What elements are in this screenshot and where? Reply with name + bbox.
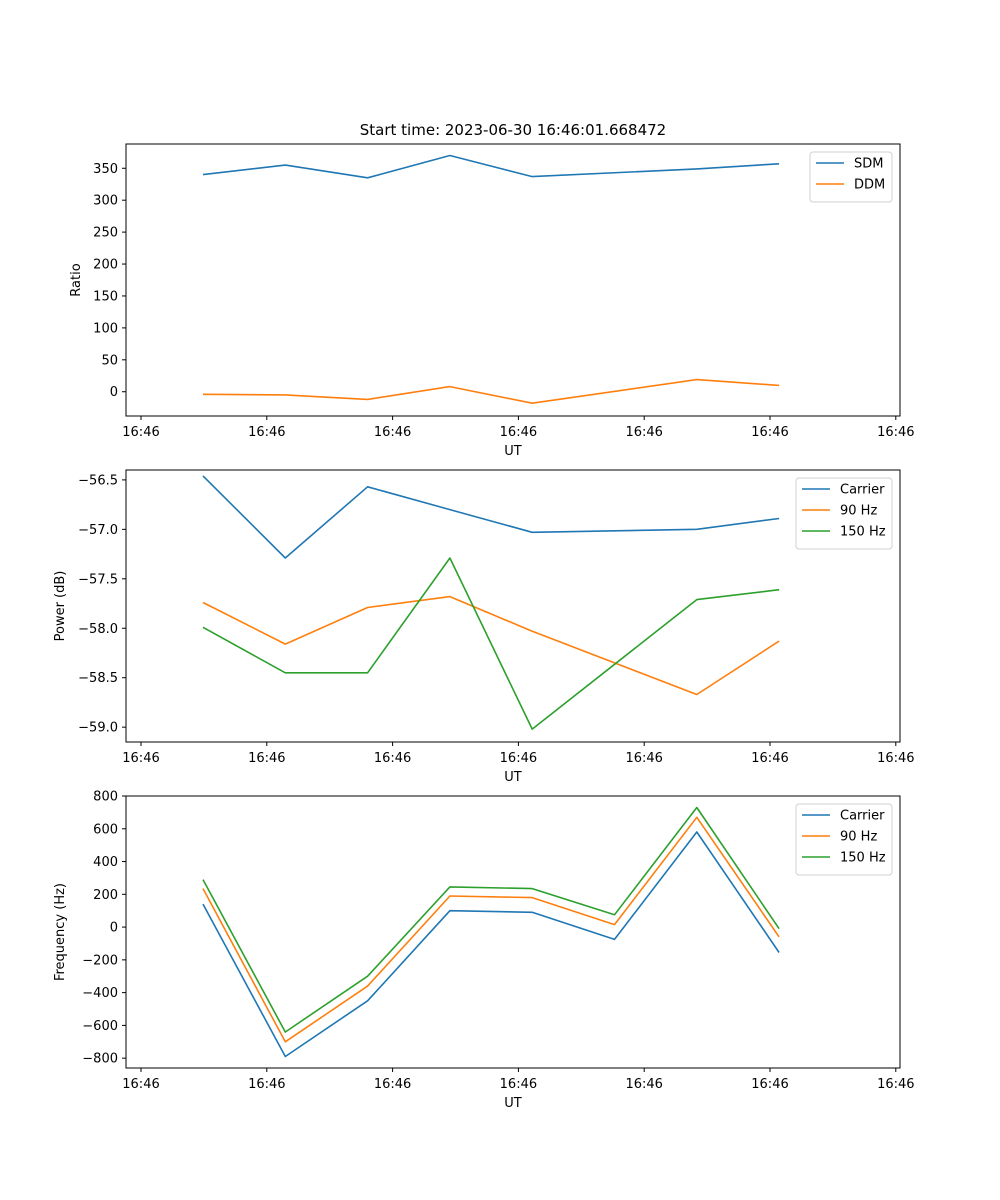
x-tick-label: 16:46	[625, 751, 662, 766]
y-tick-label: 0	[110, 385, 118, 400]
legend-label: SDM	[854, 157, 883, 172]
x-axis-label: UT	[504, 444, 522, 459]
x-tick-label: 16:46	[374, 751, 411, 766]
x-tick-label: 16:46	[248, 1077, 285, 1092]
x-tick-label: 16:46	[625, 425, 662, 440]
x-axis-label: UT	[504, 770, 522, 785]
y-tick-label: −56.5	[78, 473, 118, 488]
y-tick-label: −57.5	[78, 572, 118, 587]
series-line-90-hz	[202, 816, 780, 1043]
legend-label: DDM	[854, 178, 885, 193]
x-tick-label: 16:46	[248, 425, 285, 440]
series-line-ddm	[202, 378, 780, 405]
x-tick-label: 16:46	[625, 1077, 662, 1092]
legend: SDM DDM	[809, 151, 893, 203]
legend-label: 150 Hz	[840, 525, 886, 540]
x-tick-label: 16:46	[500, 1077, 537, 1092]
x-tick-label: 16:46	[500, 425, 537, 440]
legend: Carrier 90 Hz 150 Hz	[795, 477, 893, 550]
series-line-150-hz	[202, 557, 780, 730]
plot-frame	[125, 143, 901, 417]
legend-label: Carrier	[840, 483, 885, 498]
y-axis-label: Frequency (Hz)	[53, 883, 68, 981]
x-tick-label: 16:46	[751, 751, 788, 766]
series-line-sdm	[202, 154, 780, 179]
y-tick-label: 50	[101, 353, 118, 368]
legend: Carrier 90 Hz 150 Hz	[795, 803, 893, 876]
y-tick-label: 200	[93, 888, 118, 903]
legend-label: Carrier	[840, 809, 885, 824]
series-line-carrier	[202, 475, 780, 559]
chart-panel-2: 16:4616:4616:4616:4616:4616:4616:4616:47…	[53, 469, 915, 785]
chart-panel-1: Start time: 2023-06-30 16:46:01.668472 16…	[69, 121, 915, 459]
y-tick-label: −59.0	[78, 721, 118, 736]
y-tick-label: 0	[110, 921, 118, 936]
x-tick-label: 16:46	[751, 1077, 788, 1092]
legend-label: 90 Hz	[840, 504, 877, 519]
chart-panel-3: 16:4616:4616:4616:4616:4616:4616:4616:47…	[53, 790, 915, 1112]
y-tick-label: 400	[93, 855, 118, 870]
x-tick-label: 16:46	[122, 751, 159, 766]
legend-label: 150 Hz	[840, 851, 886, 866]
series-line-90-hz	[202, 595, 780, 696]
y-tick-label: 250	[93, 226, 118, 241]
plot-frame	[125, 795, 901, 1069]
y-axis-label: Ratio	[69, 263, 84, 296]
x-axis-label: UT	[504, 1096, 522, 1111]
y-axis-label: Power (dB)	[53, 571, 68, 642]
y-tick-label: −800	[82, 1052, 118, 1067]
x-tick-label: 16:46	[877, 425, 914, 440]
x-tick-label: 16:46	[877, 751, 914, 766]
y-tick-label: −200	[82, 953, 118, 968]
y-tick-label: 100	[93, 321, 118, 336]
x-tick-label: 16:46	[122, 1077, 159, 1092]
y-tick-label: 350	[93, 162, 118, 177]
chart-title: Start time: 2023-06-30 16:46:01.668472	[360, 121, 666, 139]
y-tick-label: −58.0	[78, 622, 118, 637]
y-tick-label: −600	[82, 1019, 118, 1034]
series-line-carrier	[202, 831, 780, 1058]
x-tick-label: 16:46	[374, 425, 411, 440]
y-tick-label: 300	[93, 194, 118, 209]
y-tick-label: −58.5	[78, 671, 118, 686]
y-tick-label: −400	[82, 986, 118, 1001]
y-tick-label: −57.0	[78, 523, 118, 538]
x-tick-label: 16:46	[374, 1077, 411, 1092]
x-tick-label: 16:46	[751, 425, 788, 440]
series-line-150-hz	[202, 806, 780, 1033]
plot-frame	[125, 469, 901, 743]
y-tick-label: 600	[93, 822, 118, 837]
x-tick-label: 16:46	[877, 1077, 914, 1092]
x-tick-label: 16:46	[122, 425, 159, 440]
x-tick-label: 16:46	[248, 751, 285, 766]
legend-label: 90 Hz	[840, 830, 877, 845]
y-tick-label: 800	[93, 790, 118, 805]
x-tick-label: 16:46	[500, 751, 537, 766]
y-tick-label: 150	[93, 289, 118, 304]
y-tick-label: 200	[93, 258, 118, 273]
legend-box	[809, 151, 893, 203]
